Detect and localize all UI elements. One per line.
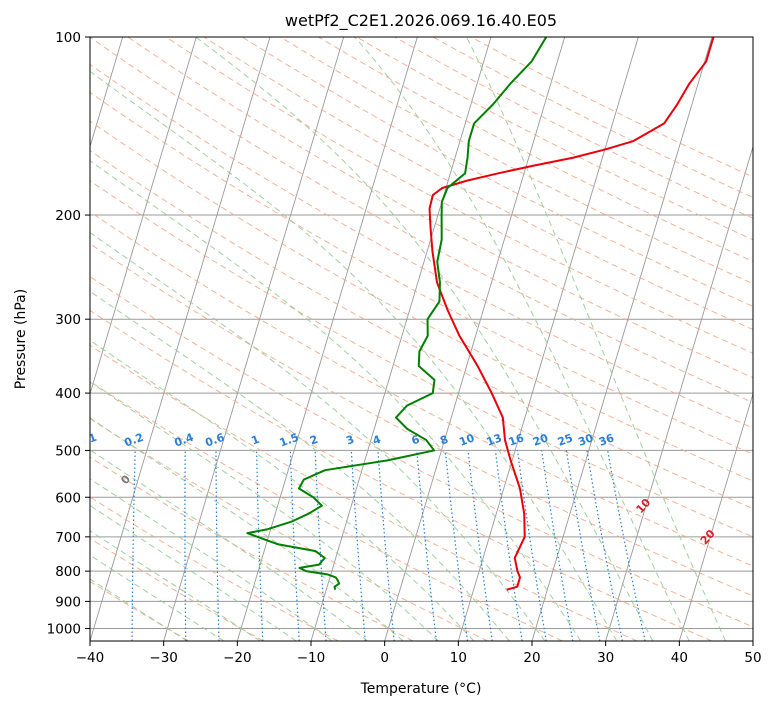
- mixing-ratio-line: [541, 450, 574, 641]
- mixing-ratio-label: 0.2: [123, 431, 146, 450]
- mixing-ratio-label: 20: [531, 431, 550, 449]
- moist-adiabat: [354, 37, 690, 641]
- mixing-ratio-lines: [131, 450, 646, 641]
- y-tick-label: 300: [55, 312, 81, 328]
- isotherm-40: [678, 392, 753, 641]
- dry-adiabat: [90, 344, 638, 641]
- isotherm-10: [457, 37, 639, 641]
- isotherm--60: [90, 37, 124, 149]
- plot-area: 0.10.20.40.611.52346810131620253036-100-…: [76, 37, 753, 641]
- mixing-ratio-label: 0.6: [203, 431, 226, 450]
- moist-adiabat: [195, 37, 654, 641]
- y-tick-label: 100: [55, 30, 81, 46]
- mixing-ratio-line: [607, 450, 646, 641]
- isotherm--50: [90, 37, 197, 396]
- x-tick-label: 40: [671, 650, 688, 666]
- dry-adiabat: [90, 120, 753, 482]
- mixing-ratio-label: 13: [485, 431, 504, 448]
- isotherm-20: [531, 37, 713, 641]
- dewpoint-profile: [246, 37, 548, 590]
- y-axis-title: Pressure (hPa): [13, 289, 29, 389]
- dry-adiabat: [90, 180, 753, 538]
- isotherm-grid: [90, 37, 753, 641]
- mixing-ratio-label: 16: [507, 431, 526, 449]
- dry-adiabat: [280, 37, 753, 285]
- y-tick-label: 1000: [47, 621, 81, 637]
- x-tick-label: 50: [744, 650, 761, 666]
- mixing-ratio-line: [467, 450, 493, 641]
- x-tick-label: 30: [597, 650, 614, 666]
- mixing-ratio-label: 6: [410, 433, 422, 448]
- moist-adiabat: [90, 339, 475, 641]
- y-axis-ticks: 100 200 300 400 500 600 700 800 900 1000: [47, 30, 90, 637]
- moist-adiabat: [90, 504, 297, 641]
- mixing-ratio-label: 0.4: [173, 431, 196, 450]
- mixing-ratio-label: 3: [344, 433, 356, 448]
- moist-adiabat: [90, 160, 582, 641]
- chart-title: wetPf2_C2E1.2026.069.16.40.E05: [285, 11, 557, 31]
- dry-adiabat: [127, 37, 753, 379]
- mixing-ratio-label: 2: [308, 433, 320, 448]
- mixing-ratio-label: 8: [438, 433, 450, 448]
- mixing-ratio-label: 4: [371, 433, 383, 448]
- dry-adiabat: [165, 37, 753, 354]
- x-axis-ticks: −40 −30 −20 −10 0 10 20 30 40 50: [76, 641, 762, 666]
- y-tick-label: 400: [55, 386, 81, 402]
- sounding-profiles: [246, 37, 715, 591]
- dry-adiabat: [90, 211, 753, 567]
- isotherm-30: [605, 145, 753, 641]
- moist-adiabat: [466, 37, 727, 641]
- y-tick-label: 800: [55, 564, 81, 580]
- mixing-ratio-line: [516, 450, 547, 641]
- x-tick-label: 0: [380, 650, 389, 666]
- isotherm--10: [310, 37, 492, 641]
- mixing-ratio-label: 1: [250, 433, 262, 448]
- dry-adiabat: [90, 418, 488, 641]
- dry-adiabat: [90, 580, 190, 641]
- isotherm--40: [90, 37, 271, 641]
- x-axis-title: Temperature (°C): [360, 681, 482, 697]
- mixing-ratio-line: [444, 450, 469, 641]
- moist-adiabat: [90, 449, 368, 641]
- moist-adiabat: [90, 478, 333, 641]
- moist-adiabat: [90, 290, 510, 641]
- isotherm-0: [384, 37, 566, 641]
- x-tick-label: −40: [76, 650, 105, 666]
- x-tick-label: 10: [450, 650, 467, 666]
- moist-adiabat: [90, 232, 546, 641]
- dry-adiabat: [90, 309, 712, 641]
- dry-adiabat: [90, 91, 753, 455]
- mixing-ratio-label: 1.5: [278, 431, 301, 450]
- temperature-profile: [428, 37, 715, 591]
- isotherm--30: [163, 37, 345, 641]
- mixing-ratio-label: 30: [576, 431, 595, 449]
- isobar-grid: [90, 37, 753, 629]
- y-tick-label: 900: [55, 594, 81, 610]
- x-tick-label: −30: [149, 650, 178, 666]
- x-tick-label: 20: [523, 650, 540, 666]
- y-tick-label: 700: [55, 530, 81, 546]
- mixing-ratio-label: 0.1: [76, 431, 99, 450]
- mixing-ratio-label: 36: [597, 431, 616, 449]
- dry-adiabat: [90, 537, 264, 641]
- mixing-ratio-line: [494, 450, 523, 641]
- moist-adiabat: [90, 417, 404, 641]
- dry-adiabat: [90, 243, 753, 597]
- plot-frame: [89, 36, 754, 642]
- y-tick-label: 200: [55, 208, 81, 224]
- x-tick-label: −20: [223, 650, 252, 666]
- y-tick-label: 500: [55, 443, 81, 459]
- dry-adiabat: [241, 37, 753, 307]
- dry-adiabats: [90, 37, 753, 641]
- mixing-ratio-label: 10: [457, 431, 476, 449]
- mixing-ratio-line: [416, 450, 438, 641]
- dry-adiabat: [90, 149, 753, 510]
- mixing-ratio-label: 25: [556, 431, 575, 448]
- moist-adiabats: [90, 37, 727, 641]
- dry-adiabat: [90, 456, 414, 641]
- x-tick-label: −10: [297, 650, 326, 666]
- moist-adiabat: [90, 381, 439, 641]
- y-tick-label: 600: [55, 490, 81, 506]
